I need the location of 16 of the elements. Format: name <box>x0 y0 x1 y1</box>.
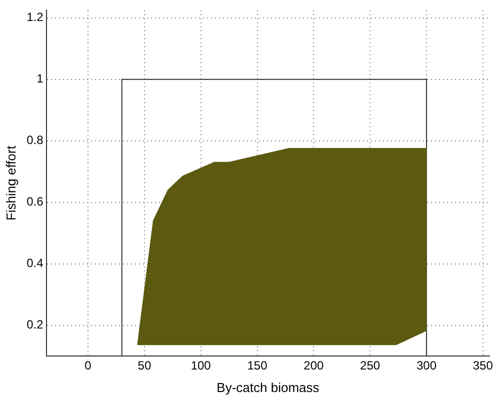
x-axis-title: By-catch biomass <box>216 380 320 395</box>
x-tick-label: 300 <box>416 358 437 373</box>
x-tick-label: 100 <box>190 358 212 373</box>
x-tick-label: 200 <box>304 358 324 373</box>
y-tick-label: 1 <box>36 72 44 86</box>
y-tick-label: 0.4 <box>26 256 44 270</box>
x-tick-label: 50 <box>138 358 152 373</box>
y-tick-label: 1.2 <box>26 10 44 24</box>
y-tick-label: 0.2 <box>26 318 44 332</box>
y-tick-label: 0.6 <box>26 194 44 209</box>
x-tick-label: 350 <box>472 358 494 373</box>
y-tick-label: 0.8 <box>26 133 44 148</box>
x-tick-label: 150 <box>247 358 268 373</box>
x-tick-label: 250 <box>360 358 380 373</box>
y-axis-title: Fishing effort <box>3 145 18 221</box>
x-tick-label: 0 <box>84 358 92 373</box>
